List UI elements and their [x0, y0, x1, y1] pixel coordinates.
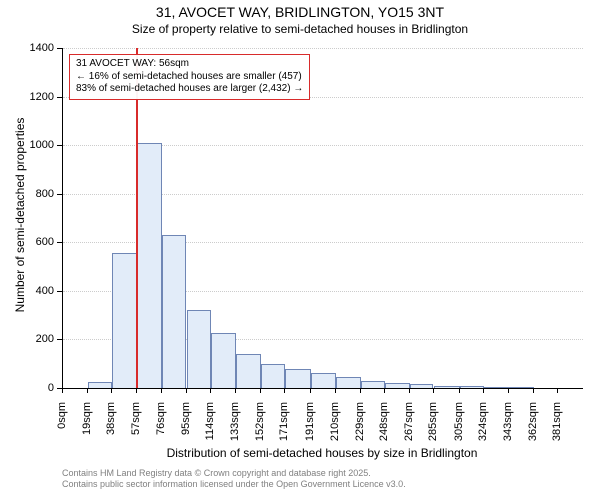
histogram-bar: [236, 354, 261, 388]
xtick-mark: [310, 388, 311, 393]
y-axis-label: Number of semi-detached properties: [13, 75, 27, 355]
histogram-bar: [211, 333, 236, 388]
xtick-mark: [335, 388, 336, 393]
histogram-bar: [112, 253, 137, 388]
xtick-mark: [235, 388, 236, 393]
ytick-label: 800: [0, 188, 54, 200]
xtick-mark: [62, 388, 63, 393]
histogram-bar: [187, 310, 212, 388]
xtick-mark: [111, 388, 112, 393]
histogram-bar: [261, 364, 286, 388]
histogram-bar: [410, 384, 433, 388]
xtick-mark: [384, 388, 385, 393]
histogram-bar: [311, 373, 336, 388]
ytick-mark: [57, 145, 62, 146]
info-box-line: ← 16% of semi-detached houses are smalle…: [76, 71, 303, 84]
gridline: [63, 48, 583, 49]
ytick-label: 200: [0, 333, 54, 345]
xtick-mark: [284, 388, 285, 393]
ytick-label: 1000: [0, 139, 54, 151]
histogram-bar: [460, 386, 485, 388]
ytick-label: 1400: [0, 42, 54, 54]
xtick-mark: [483, 388, 484, 393]
histogram-bar: [434, 386, 460, 388]
info-box-line: 83% of semi-detached houses are larger (…: [76, 83, 303, 96]
xtick-mark: [508, 388, 509, 393]
histogram-bar: [137, 143, 162, 388]
ytick-mark: [57, 291, 62, 292]
histogram-bar: [361, 381, 386, 388]
histogram-bar: [336, 377, 361, 388]
xtick-mark: [409, 388, 410, 393]
info-box-line: 31 AVOCET WAY: 56sqm: [76, 58, 303, 71]
xtick-mark: [186, 388, 187, 393]
xtick-mark: [210, 388, 211, 393]
plot-area: 31 AVOCET WAY: 56sqm← 16% of semi-detach…: [62, 48, 583, 389]
attribution: Contains HM Land Registry data © Crown c…: [62, 468, 406, 490]
xtick-mark: [533, 388, 534, 393]
attribution-line: Contains public sector information licen…: [62, 479, 406, 490]
attribution-line: Contains HM Land Registry data © Crown c…: [62, 468, 406, 479]
xtick-mark: [433, 388, 434, 393]
xtick-mark: [87, 388, 88, 393]
xtick-mark: [459, 388, 460, 393]
ytick-label: 400: [0, 285, 54, 297]
ytick-label: 0: [0, 382, 54, 394]
ytick-mark: [57, 48, 62, 49]
histogram-bar: [285, 369, 311, 388]
ytick-mark: [57, 339, 62, 340]
xtick-mark: [161, 388, 162, 393]
ytick-label: 600: [0, 236, 54, 248]
histogram-bar: [484, 387, 509, 388]
xtick-mark: [360, 388, 361, 393]
histogram-bar: [88, 382, 113, 388]
histogram-bar: [385, 383, 410, 388]
ytick-label: 1200: [0, 91, 54, 103]
page-subtitle: Size of property relative to semi-detach…: [0, 22, 600, 36]
xtick-mark: [557, 388, 558, 393]
ytick-mark: [57, 242, 62, 243]
ytick-mark: [57, 97, 62, 98]
page-title: 31, AVOCET WAY, BRIDLINGTON, YO15 3NT: [0, 4, 600, 20]
ytick-mark: [57, 194, 62, 195]
histogram-bar: [509, 387, 534, 388]
xtick-mark: [260, 388, 261, 393]
info-box: 31 AVOCET WAY: 56sqm← 16% of semi-detach…: [69, 54, 310, 100]
xtick-mark: [136, 388, 137, 393]
x-axis-label: Distribution of semi-detached houses by …: [62, 446, 582, 460]
histogram-bar: [162, 235, 187, 388]
